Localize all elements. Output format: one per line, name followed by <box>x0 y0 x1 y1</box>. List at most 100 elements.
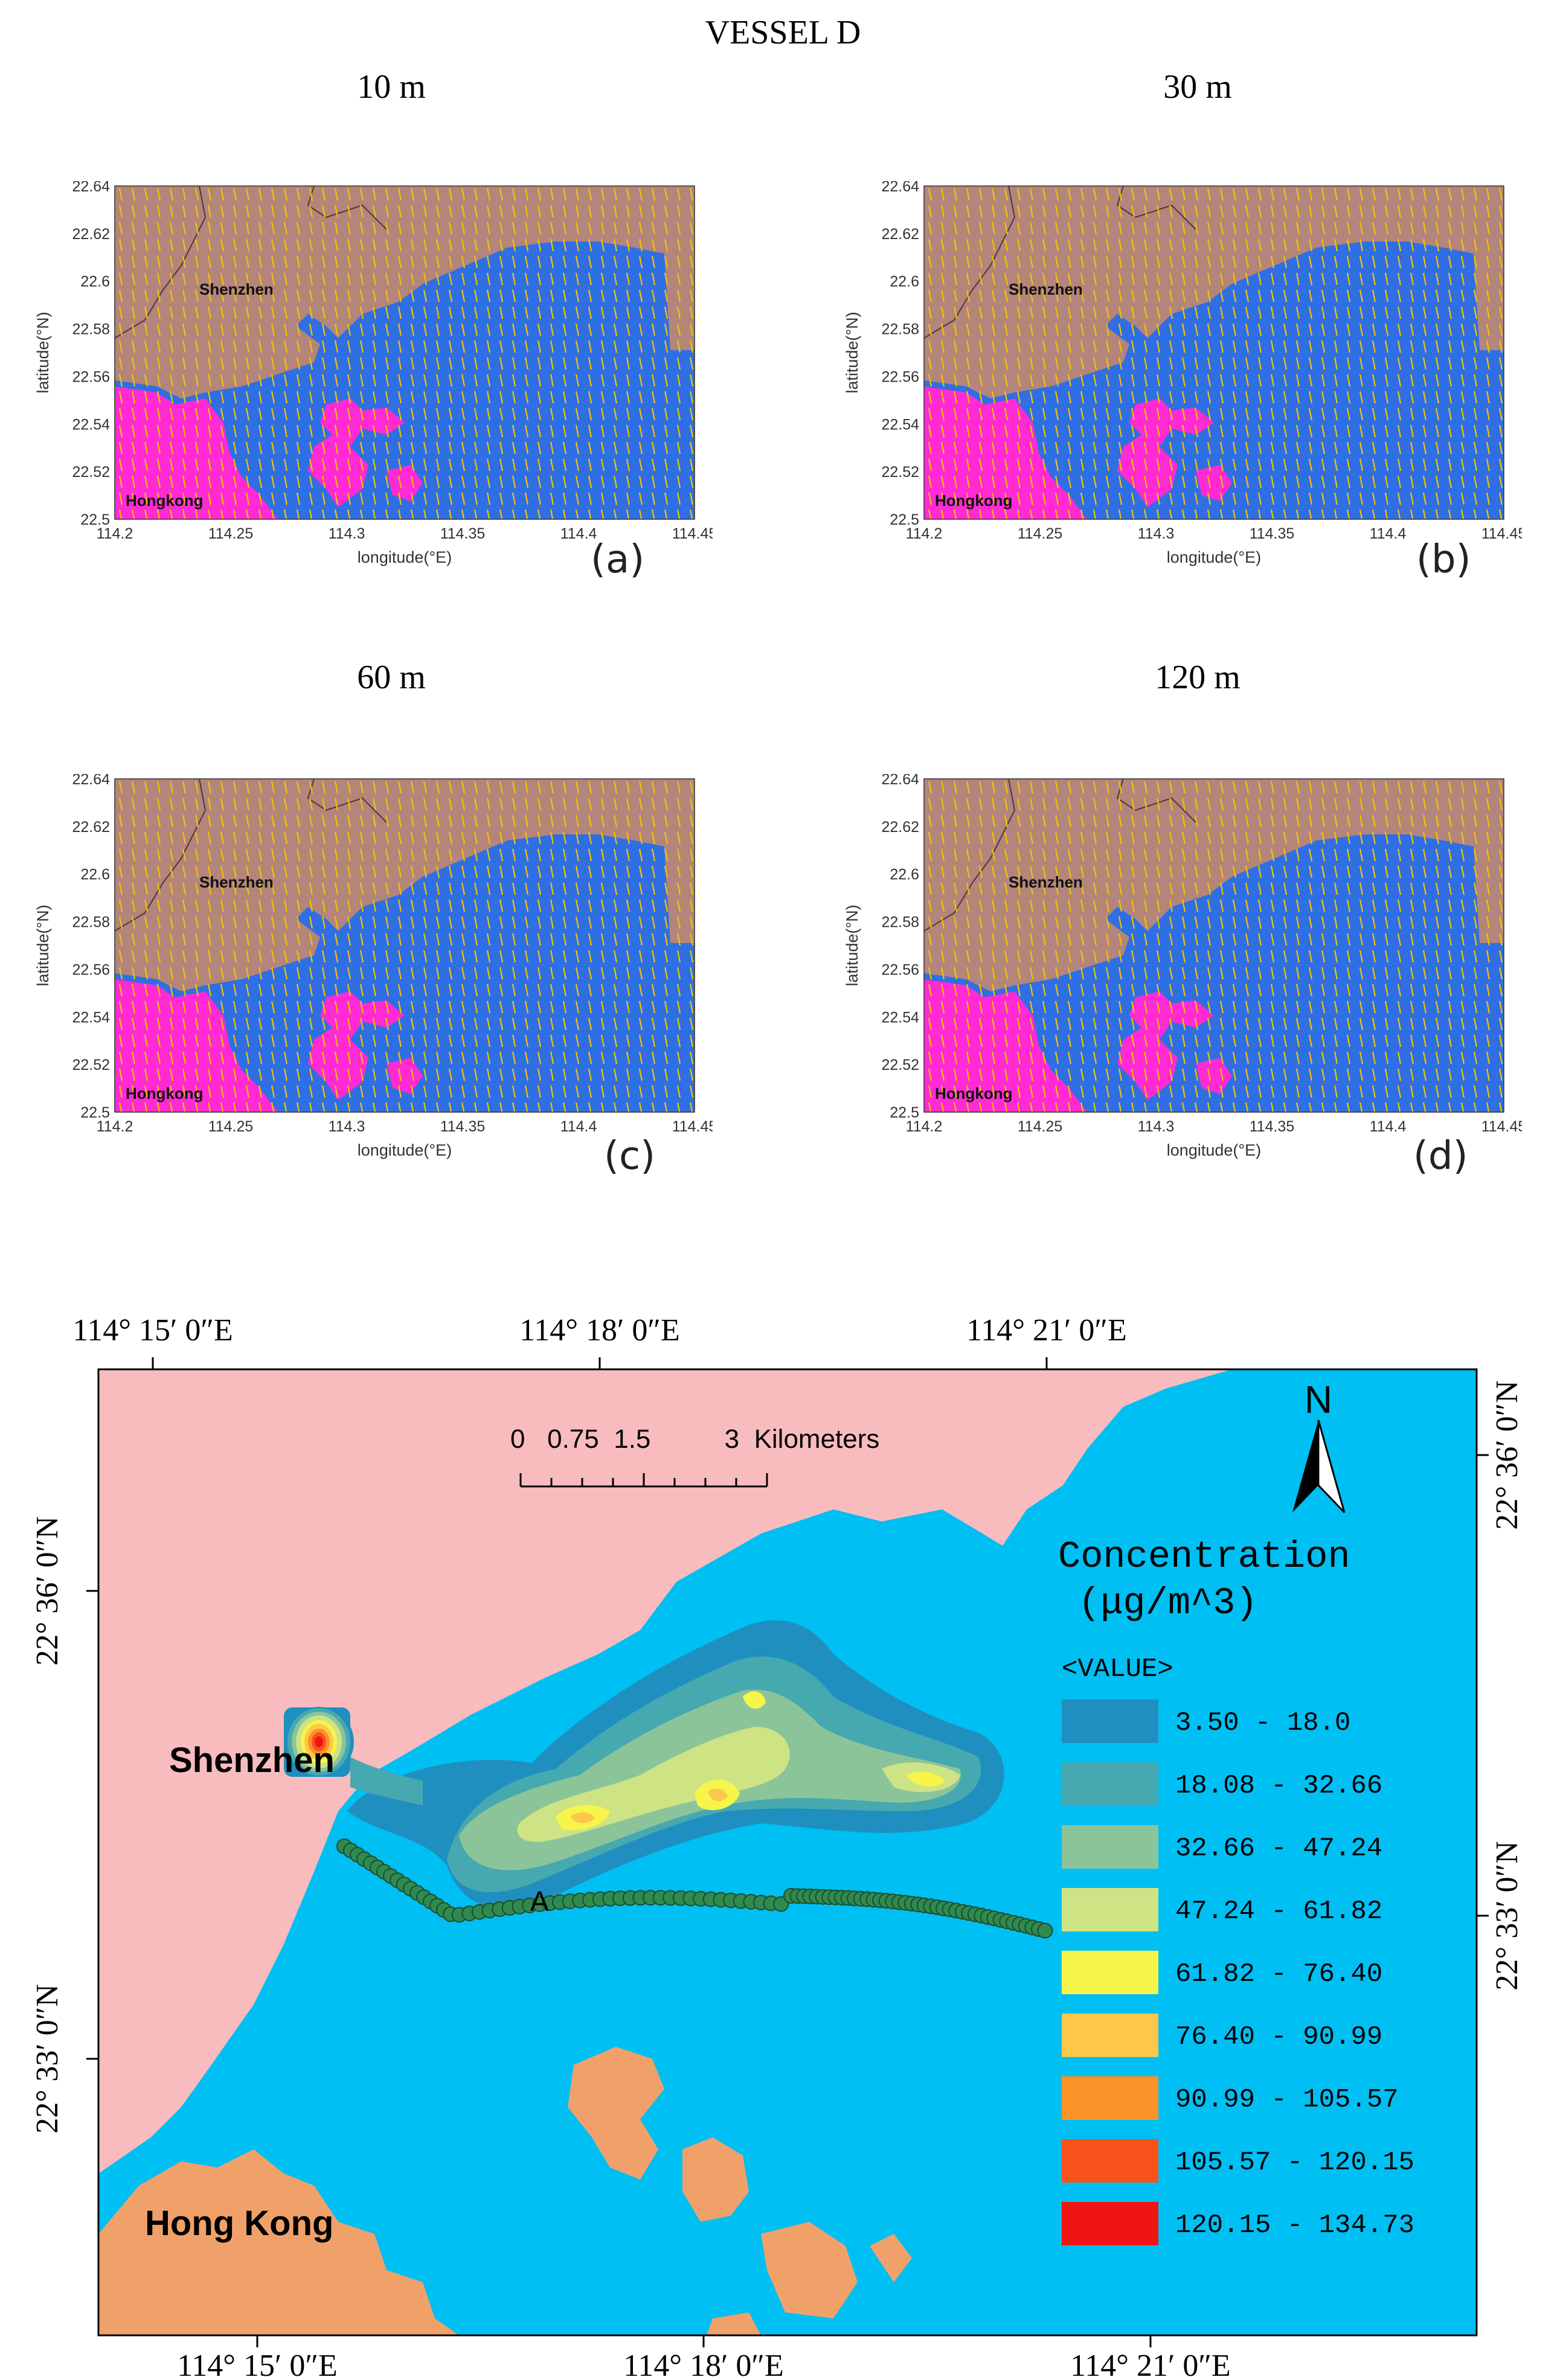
wind-arrow <box>1105 188 1110 201</box>
wind-arrow <box>1422 814 1427 828</box>
wind-arrow <box>928 899 932 912</box>
wind-arrow <box>1422 1068 1427 1081</box>
x-axis-label: longitude(°E) <box>1167 1141 1261 1159</box>
wind-arrow <box>676 424 681 438</box>
wind-arrow <box>1333 848 1338 862</box>
wind-arrow <box>600 950 605 963</box>
wind-arrow <box>1219 222 1224 235</box>
scale-bar-label: 0 0.75 1.5 3 Kilometers <box>510 1424 879 1454</box>
wind-arrow <box>638 306 643 319</box>
wind-arrow <box>676 916 681 929</box>
wind-arrow <box>1105 984 1110 997</box>
wind-arrow <box>978 899 983 912</box>
wind-arrow <box>1118 323 1123 336</box>
wind-arrow <box>588 408 592 421</box>
wind-arrow <box>978 306 983 319</box>
wind-arrow <box>1308 205 1313 218</box>
wind-arrow <box>1169 188 1173 201</box>
wind-arrow <box>1308 289 1313 302</box>
wind-arrow <box>1194 188 1199 201</box>
wind-arrow <box>1219 798 1224 811</box>
wind-arrow <box>1270 255 1275 269</box>
wind-arrow <box>397 306 402 319</box>
wind-arrow <box>1080 509 1084 519</box>
wind-arrow <box>512 967 516 980</box>
wind-arrow <box>194 1000 199 1014</box>
wind-arrow <box>233 899 237 912</box>
wind-arrow <box>1042 374 1047 387</box>
wind-arrow <box>537 289 542 302</box>
wind-arrow <box>1042 967 1047 980</box>
legend-range-label: 90.99 - 105.57 <box>1175 2085 1399 2115</box>
wind-arrow <box>220 357 225 370</box>
wind-arrow <box>1397 781 1402 794</box>
wind-arrow <box>1105 424 1110 438</box>
wind-arrow <box>664 391 669 404</box>
wind-arrow <box>626 188 631 201</box>
wind-arrow <box>1004 950 1009 963</box>
wind-arrow <box>1473 340 1478 353</box>
wind-arrow <box>600 408 605 421</box>
wind-arrow <box>423 1102 427 1112</box>
wind-arrow <box>550 391 554 404</box>
wind-arrow <box>1498 848 1503 862</box>
wind-arrow <box>1181 357 1186 370</box>
wind-arrow <box>410 1000 415 1014</box>
wind-arrow <box>1067 289 1072 302</box>
wind-arrow <box>131 984 136 997</box>
wind-arrow <box>283 408 288 421</box>
hongkong-islands <box>1117 991 1214 1100</box>
wind-arrow <box>562 323 567 336</box>
wind-arrow <box>410 1068 415 1081</box>
wind-arrow <box>537 1051 542 1064</box>
figure-title: VESSEL D <box>705 14 861 51</box>
wind-arrow <box>1308 798 1313 811</box>
wind-arrow <box>928 781 932 794</box>
wind-arrow <box>978 188 983 201</box>
wind-arrow <box>1131 1051 1135 1064</box>
wind-arrow <box>220 865 225 878</box>
wind-arrow <box>182 458 187 472</box>
wind-arrow <box>953 899 958 912</box>
wind-arrow <box>347 188 351 201</box>
wind-arrow <box>1333 238 1338 252</box>
wind-arrow <box>1118 1051 1123 1064</box>
wind-arrow <box>1054 865 1059 878</box>
wind-arrow <box>928 1085 932 1098</box>
wind-arrow <box>1042 798 1047 811</box>
wind-arrow <box>991 781 996 794</box>
wind-arrow <box>271 1051 275 1064</box>
hongkong-island-small <box>1196 465 1232 501</box>
wind-arrow <box>194 1102 199 1112</box>
wind-arrow <box>1397 984 1402 997</box>
wind-arrow <box>233 205 237 218</box>
wind-arrow <box>626 882 631 895</box>
wind-arrow <box>220 475 225 488</box>
wind-arrow <box>1118 289 1123 302</box>
wind-arrow <box>359 814 364 828</box>
wind-arrow <box>978 781 983 794</box>
wind-arrow <box>321 814 326 828</box>
wind-arrow <box>245 933 250 946</box>
wind-arrow <box>1181 848 1186 862</box>
wind-arrow <box>499 865 504 878</box>
wind-arrow <box>991 950 996 963</box>
wind-arrow <box>245 1102 249 1112</box>
wind-arrow <box>1295 475 1300 488</box>
wind-arrow <box>928 205 932 218</box>
wind-arrow <box>359 424 364 438</box>
wind-arrow <box>664 238 669 252</box>
wind-arrow <box>1118 798 1123 811</box>
wind-arrow <box>537 1102 541 1112</box>
wind-arrow <box>1321 798 1326 811</box>
legend-value-header: <VALUE> <box>1062 1654 1173 1684</box>
wind-arrow <box>1067 882 1072 895</box>
wind-arrow <box>461 899 466 912</box>
wind-arrow <box>207 205 212 218</box>
wind-arrow <box>245 865 250 878</box>
wind-arrow <box>588 255 592 269</box>
wind-arrow <box>448 205 453 218</box>
wind-arrow <box>334 408 339 421</box>
y-tick-label: 22.56 <box>881 961 919 978</box>
wind-arrow <box>1181 831 1186 845</box>
